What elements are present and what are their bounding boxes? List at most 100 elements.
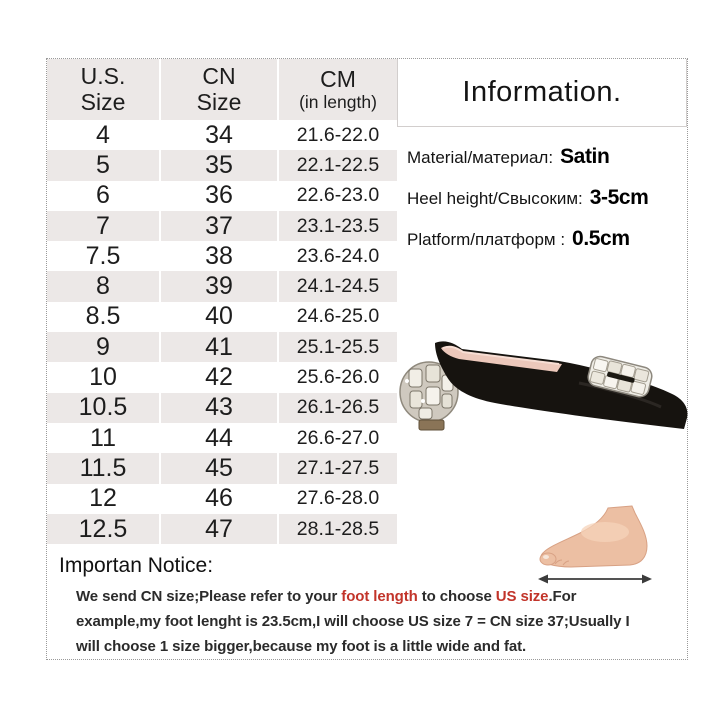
- material-field: Material/материал: Satin: [407, 145, 683, 169]
- cm-range-cell: 27.6-28.0: [277, 483, 397, 514]
- cn-size-cell: 39: [159, 271, 278, 302]
- us-size-cell: 8: [47, 271, 160, 302]
- cm-range-cell: 23.6-24.0: [277, 241, 397, 272]
- us-size-cell: 6: [96, 181, 110, 210]
- size-row: 11 44 26.6-27.0: [47, 422, 397, 454]
- notice-text-segment: foot length: [341, 588, 418, 605]
- foot-measurement-image: [535, 504, 655, 589]
- cm-range-cell: 25.1-25.5: [277, 332, 397, 363]
- size-row: 10.5 43 26.1-26.5: [47, 392, 397, 423]
- notice-text-segment: We send CN size;Please refer to your: [76, 588, 342, 605]
- cn-size-cell: 42: [159, 362, 278, 393]
- heel-tip: [418, 419, 445, 431]
- notice-text-segment: .For example,my foot lenght is 23.5cm,I …: [76, 588, 630, 655]
- cn-size-cell: 47: [159, 513, 278, 545]
- content-border-box: U.S. Size CN Size CM (in length) 4 34 21.6…: [46, 58, 688, 660]
- heel-height-label: Heel height/Свысоким:: [407, 189, 583, 208]
- cm-range-cell: 23.1-23.5: [277, 210, 397, 242]
- size-row: 4 34 21.6-22.0: [47, 120, 397, 151]
- col-header-cm-length: CM (in length): [277, 59, 397, 120]
- us-size-cell: 7.5: [85, 241, 121, 270]
- size-table: U.S. Size CN Size CM (in length) 4 34 21.6…: [47, 59, 397, 545]
- col-header-title: U.S.: [80, 62, 126, 89]
- cn-size-cell: 36: [159, 180, 278, 211]
- material-value: Satin: [560, 145, 610, 168]
- shoe-illustration: [399, 341, 688, 431]
- us-size-cell: 11.5: [47, 453, 160, 484]
- size-row: 12 46 27.6-28.0: [47, 483, 397, 514]
- us-size-cell: 9: [47, 332, 160, 363]
- information-title: Information.: [462, 76, 622, 108]
- cm-range-cell: 27.1-27.5: [277, 453, 397, 484]
- product-shoe-image: [399, 331, 691, 443]
- cn-size-cell: 40: [159, 301, 278, 333]
- cm-range-cell: 22.6-23.0: [277, 180, 397, 211]
- foot-length-arrow: [538, 574, 652, 584]
- col-header-subtitle: Size: [80, 88, 126, 115]
- cm-range-cell: 24.1-24.5: [277, 271, 397, 302]
- us-size-cell: 8.5: [85, 302, 121, 331]
- cm-range-cell: 28.1-28.5: [277, 513, 397, 545]
- heel-height-field: Heel height/Свысоким: 3-5cm: [407, 186, 683, 210]
- us-size-cell: 12.5: [47, 513, 160, 545]
- us-size-cell: 10.5: [47, 392, 160, 423]
- size-row: 8 39 24.1-24.5: [47, 271, 397, 302]
- pink-insole: [441, 346, 562, 372]
- col-header-us-size: U.S. Size: [47, 59, 160, 120]
- cn-size-cell: 35: [159, 150, 278, 181]
- size-row: 7 37 23.1-23.5: [47, 210, 397, 242]
- col-header-subtitle: Size: [196, 88, 242, 115]
- insole-edge-highlight: [442, 345, 560, 365]
- col-header-subtitle: (in length): [299, 91, 377, 112]
- size-row: 12.5 47 28.1-28.5: [47, 513, 397, 545]
- cn-size-cell: 34: [159, 120, 278, 151]
- cm-range-cell: 24.6-25.0: [277, 301, 397, 333]
- cn-size-cell: 45: [159, 453, 278, 484]
- notice-title: Importan Notice:: [59, 554, 214, 577]
- platform-label: Platform/платформ :: [407, 230, 566, 249]
- col-header-title: CN: [202, 62, 236, 89]
- size-row: 9 41 25.1-25.5: [47, 332, 397, 363]
- notice-text-segment: to choose: [417, 588, 496, 605]
- size-row: 10 42 25.6-26.0: [47, 362, 397, 393]
- size-row: 7.5 38 23.6-24.0: [47, 241, 397, 272]
- size-row: 6 36 22.6-23.0: [47, 180, 397, 211]
- information-panel: Information. Material/материал: Satin Hee…: [397, 59, 687, 268]
- crystal-buckle: [587, 355, 653, 398]
- cm-range-cell: 22.1-22.5: [277, 150, 397, 181]
- col-header-cn-size: CN Size: [159, 59, 278, 120]
- cm-range-cell: 26.6-27.0: [277, 422, 397, 454]
- cm-range-cell: 26.1-26.5: [277, 392, 397, 423]
- cm-range-cell: 25.6-26.0: [277, 362, 397, 393]
- heel-height-value: 3-5cm: [589, 186, 649, 209]
- size-row: 8.5 40 24.6-25.0: [47, 301, 397, 333]
- cn-size-cell: 43: [159, 392, 278, 423]
- us-size-cell: 5: [47, 150, 160, 181]
- notice-text-segment: US size: [495, 588, 549, 605]
- col-header-title: CM: [320, 65, 356, 92]
- information-fields: Material/материал: Satin Heel height/Свыс…: [397, 127, 687, 251]
- size-row: 5 35 22.1-22.5: [47, 150, 397, 181]
- size-row: 11.5 45 27.1-27.5: [47, 453, 397, 484]
- cn-size-cell: 38: [159, 241, 278, 272]
- foot-photo: [539, 505, 648, 568]
- size-table-header: U.S. Size CN Size CM (in length): [47, 59, 397, 120]
- us-size-cell: 11: [90, 423, 116, 452]
- us-size-cell: 12: [89, 484, 117, 513]
- cn-size-cell: 44: [159, 422, 278, 454]
- notice-body: We send CN size;Please refer to your foo…: [57, 584, 654, 659]
- foot-illustration: [538, 505, 652, 584]
- information-title-box: Information.: [397, 59, 687, 127]
- satin-highlight: [578, 381, 662, 409]
- cn-size-cell: 41: [159, 332, 278, 363]
- us-size-cell: 7: [47, 210, 160, 242]
- us-size-cell: 4: [96, 120, 110, 149]
- cn-size-cell: 37: [159, 210, 278, 242]
- us-size-cell: 10: [89, 363, 117, 392]
- cm-range-cell: 21.6-22.0: [277, 120, 397, 151]
- material-label: Material/материал:: [407, 148, 554, 167]
- platform-field: Platform/платформ : 0.5cm: [407, 227, 683, 251]
- cn-size-cell: 46: [159, 483, 278, 514]
- important-notice: Importan Notice: We send CN size;Please …: [57, 553, 663, 659]
